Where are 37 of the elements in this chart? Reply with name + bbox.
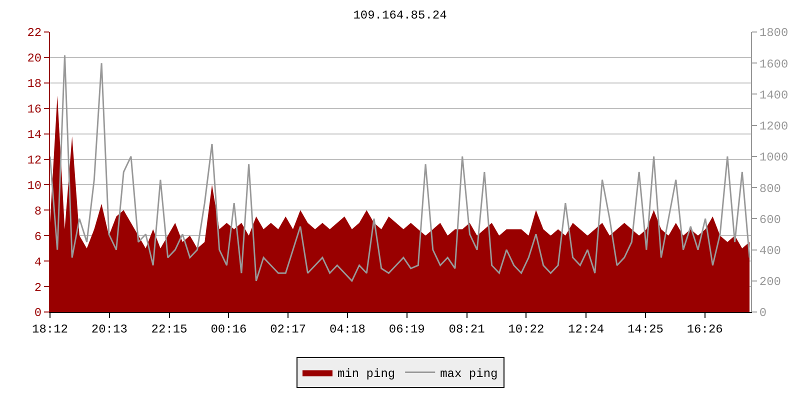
x-tick-label: 00:16 <box>210 322 247 336</box>
y-tick-label: 0 <box>34 306 42 320</box>
x-tick-label: 18:12 <box>32 322 68 336</box>
y-tick-label: 14 <box>27 128 42 142</box>
y2-tick-label: 1800 <box>759 26 788 40</box>
y2-tick-label: 1200 <box>759 120 788 134</box>
y2-tick-label: 1400 <box>759 88 788 102</box>
y2-tick-label: 800 <box>759 182 782 196</box>
y-tick-label: 18 <box>27 77 42 92</box>
x-tick-label: 22:15 <box>151 322 188 336</box>
x-tick-label: 04:18 <box>329 322 366 336</box>
y2-tick-label: 1600 <box>759 57 788 72</box>
y-tick-label: 4 <box>34 255 42 270</box>
y-tick-label: 2 <box>34 280 42 295</box>
x-tick-label: 06:19 <box>388 322 425 336</box>
legend-label: max ping <box>440 366 498 381</box>
y-tick-label: 22 <box>27 26 42 40</box>
x-tick-label: 14:25 <box>627 322 664 336</box>
x-tick-label: 16:26 <box>686 322 723 336</box>
legend-label: min ping <box>338 366 396 381</box>
x-tick-label: 12:24 <box>568 322 604 336</box>
x-tick-label: 08:21 <box>448 322 485 336</box>
y-tick-label: 10 <box>27 178 42 193</box>
x-tick-label: 02:17 <box>270 322 306 336</box>
x-tick-label: 20:13 <box>91 322 128 336</box>
y-tick-label: 12 <box>27 153 42 168</box>
y-tick-label: 20 <box>27 52 42 66</box>
y2-tick-label: 200 <box>759 275 782 290</box>
chart-title: 109.164.85.24 <box>353 8 447 22</box>
y2-tick-label: 400 <box>759 244 782 258</box>
y-tick-label: 16 <box>27 102 42 117</box>
y2-tick-label: 600 <box>759 212 782 227</box>
y2-tick-label: 0 <box>759 306 767 320</box>
y-tick-label: 8 <box>34 204 42 218</box>
y2-tick-label: 1000 <box>759 150 788 165</box>
y-tick-label: 6 <box>34 230 42 244</box>
x-tick-label: 10:22 <box>508 322 544 336</box>
